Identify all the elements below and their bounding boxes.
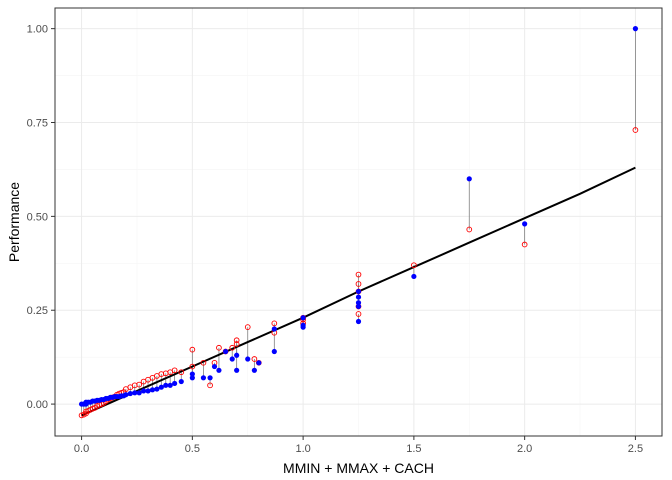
- actual-point: [355, 294, 362, 300]
- x-tick-label: 0.0: [74, 443, 89, 455]
- actual-point: [229, 356, 235, 362]
- y-tick-label: 1.00: [27, 24, 48, 36]
- actual-point: [136, 390, 142, 396]
- actual-point: [189, 371, 195, 377]
- actual-point: [632, 26, 639, 32]
- predicted-point: [229, 344, 236, 351]
- actual-point: [300, 322, 306, 328]
- actual-point: [234, 352, 240, 358]
- actual-point: [141, 388, 147, 394]
- actual-point: [167, 382, 173, 388]
- x-tick-label: 0.5: [185, 443, 200, 455]
- actual-point: [216, 367, 222, 373]
- actual-point: [466, 176, 472, 182]
- actual-point: [189, 375, 195, 381]
- actual-point: [300, 315, 306, 321]
- predicted-point: [355, 311, 362, 317]
- actual-point: [145, 388, 151, 394]
- predicted-point: [411, 262, 417, 269]
- actual-point: [355, 300, 362, 306]
- y-axis-title: Performance: [6, 182, 22, 262]
- predicted-point: [355, 281, 362, 287]
- y-tick-label: 0.00: [27, 399, 48, 411]
- actual-point: [222, 348, 229, 355]
- actual-point: [158, 384, 164, 390]
- predicted-point: [189, 363, 196, 370]
- actual-point: [251, 367, 257, 373]
- actual-point: [207, 375, 213, 381]
- x-tick-label: 1.5: [406, 443, 421, 455]
- actual-point: [149, 387, 156, 393]
- actual-point: [154, 386, 160, 392]
- predicted-point: [233, 341, 240, 347]
- x-axis-title: MMIN + MMAX + CACH: [283, 460, 434, 476]
- x-axis-ticks: 0.0 0.5 1.0 1.5 2.0 2.5: [74, 436, 643, 455]
- actual-point: [355, 303, 362, 310]
- x-tick-label: 1.0: [295, 443, 310, 455]
- actual-point: [200, 375, 207, 381]
- predicted-point: [233, 337, 240, 344]
- actual-point: [132, 390, 138, 396]
- predicted-point: [466, 226, 473, 233]
- panel-border: [54, 7, 663, 437]
- actual-point: [522, 221, 528, 227]
- actual-point: [271, 326, 277, 332]
- predicted-point: [136, 381, 143, 388]
- actual-point: [355, 318, 362, 325]
- predicted-point: [244, 324, 251, 330]
- actual-point: [271, 348, 277, 355]
- predicted-point: [200, 359, 207, 366]
- actual-point: [355, 288, 362, 295]
- x-tick-label: 2.0: [517, 443, 532, 455]
- actual-point: [178, 378, 184, 385]
- predicted-point: [271, 320, 278, 327]
- actual-point: [211, 363, 218, 370]
- y-tick-label: 0.25: [27, 305, 48, 317]
- actual-point: [256, 360, 262, 366]
- predicted-point: [178, 369, 185, 376]
- actual-point: [163, 382, 169, 388]
- predicted-point: [521, 241, 528, 248]
- y-tick-label: 0.50: [27, 211, 48, 223]
- predicted-point: [632, 127, 639, 133]
- predicted-point: [189, 346, 196, 353]
- actual-point: [234, 367, 240, 373]
- actual-point: [245, 356, 251, 362]
- actual-point: [127, 390, 133, 397]
- x-tick-label: 2.5: [628, 443, 643, 455]
- predicted-point: [171, 367, 178, 374]
- predicted-point: [207, 382, 213, 389]
- actual-point: [123, 392, 129, 398]
- y-axis-ticks: 0.00 0.25 0.50 0.75 1.00: [27, 24, 55, 411]
- predicted-point: [355, 271, 362, 278]
- actual-point: [411, 273, 417, 280]
- actual-point: [172, 380, 178, 387]
- actual-points: [78, 26, 639, 407]
- predicted-point: [251, 356, 258, 362]
- y-tick-label: 0.75: [27, 118, 48, 130]
- predicted-point: [216, 344, 222, 351]
